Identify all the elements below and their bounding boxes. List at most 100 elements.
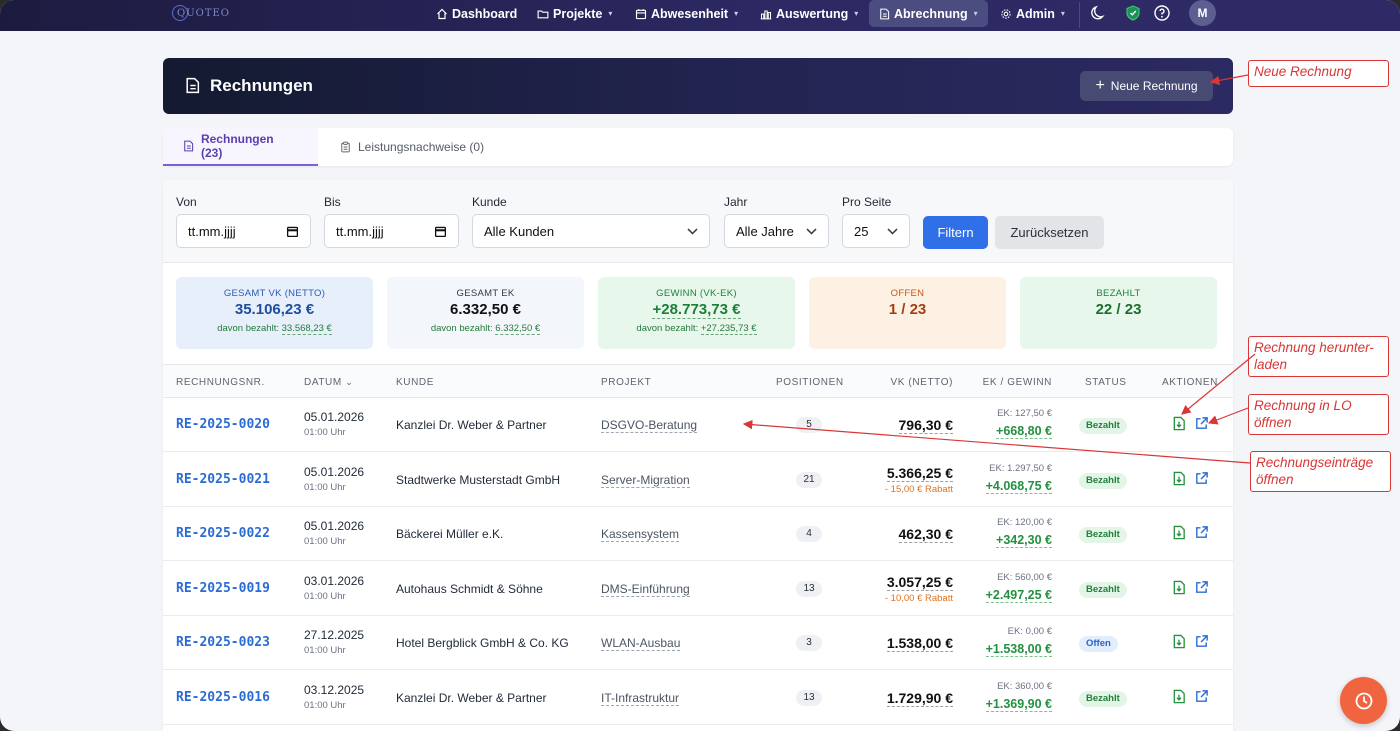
positions-badge[interactable]: 5: [796, 417, 822, 433]
open-in-lo-icon[interactable]: [1194, 689, 1209, 709]
open-in-lo-icon[interactable]: [1194, 580, 1209, 600]
invoice-date: 05.01.2026: [304, 519, 365, 533]
positions-badge[interactable]: 3: [796, 635, 822, 651]
invoice-ek: EK: 0,00 €: [1007, 626, 1052, 637]
invoice-ek: EK: 120,00 €: [997, 517, 1052, 528]
download-invoice-icon[interactable]: [1172, 689, 1186, 709]
table-row[interactable]: RE-2025-0022 05.01.2026 01:00 Uhr Bäckerei …: [163, 507, 1233, 561]
invoice-date: 27.12.2025: [304, 628, 365, 642]
tab-rechnungen[interactable]: Rechnungen (23): [163, 128, 318, 166]
new-invoice-button[interactable]: + Neue Rechnung: [1080, 71, 1213, 101]
table-row[interactable]: RE-2025-0016 03.12.2025 01:00 Uhr Kanzlei D…: [163, 671, 1233, 725]
jahr-select[interactable]: Alle Jahre: [724, 214, 829, 248]
th-projekt[interactable]: PROJEKT: [601, 377, 652, 388]
download-invoice-icon[interactable]: [1172, 471, 1186, 491]
th-ek-gewinn[interactable]: EK / GEWINN: [982, 377, 1052, 388]
invoice-card: Von tt.mm.jjjj Bis tt.mm.jjjj Kunde Alle…: [163, 180, 1233, 731]
pro-seite-select[interactable]: 25: [842, 214, 910, 248]
invoice-project-link[interactable]: WLAN-Ausbau: [601, 636, 681, 651]
th-vk[interactable]: VK (NETTO): [890, 377, 953, 388]
positions-badge[interactable]: 13: [796, 689, 822, 706]
app-logo[interactable]: QUOTEO: [172, 3, 229, 25]
stat-ek-label: GESAMT EK: [456, 288, 515, 299]
avatar[interactable]: M: [1189, 0, 1216, 26]
status-badge: Bezahlt: [1079, 581, 1127, 598]
nav-abrechnung[interactable]: Abrechnung ▾: [869, 0, 988, 27]
invoice-project-link[interactable]: Server-Migration: [601, 472, 690, 488]
invoice-vk-amount: 462,30 €: [898, 526, 953, 543]
positions-badge[interactable]: 13: [796, 580, 822, 597]
filter-button[interactable]: Filtern: [923, 216, 988, 249]
calendar-icon: [635, 8, 647, 19]
th-rechnungsnr[interactable]: RECHNUNGSNR.: [176, 377, 265, 388]
shield-icon[interactable]: [1124, 4, 1142, 22]
invoice-time: 01:00 Uhr: [304, 481, 346, 493]
help-icon[interactable]: [1153, 4, 1171, 22]
invoice-number-link[interactable]: RE-2025-0023: [176, 635, 270, 650]
th-kunde[interactable]: KUNDE: [396, 377, 435, 388]
nav-abwesenheit[interactable]: Abwesenheit ▾: [635, 0, 738, 27]
jahr-label: Jahr: [724, 195, 748, 209]
folder-icon: [537, 9, 549, 18]
download-invoice-icon[interactable]: [1172, 634, 1186, 654]
bis-date-input[interactable]: tt.mm.jjjj: [324, 214, 459, 248]
stat-vk-sub: davon bezahlt: 33.568,23 €: [217, 323, 332, 335]
invoice-vk-amount: 5.366,25 €: [886, 464, 953, 482]
open-in-lo-icon[interactable]: [1194, 416, 1209, 436]
nav-dashboard[interactable]: Dashboard: [436, 0, 517, 27]
open-in-lo-icon[interactable]: [1194, 634, 1209, 654]
download-invoice-icon[interactable]: [1172, 580, 1186, 600]
positions-badge[interactable]: 4: [796, 526, 822, 542]
stat-bezahlt-label: BEZAHLT: [1096, 288, 1141, 299]
nav-auswertung[interactable]: Auswertung ▾: [760, 0, 858, 27]
invoice-number-link[interactable]: RE-2025-0022: [176, 526, 270, 541]
invoice-project-link[interactable]: Kassensystem: [601, 527, 680, 542]
nav-projekte[interactable]: Projekte ▾: [537, 0, 612, 27]
von-date-input[interactable]: tt.mm.jjjj: [176, 214, 311, 248]
filter-bar: Von tt.mm.jjjj Bis tt.mm.jjjj Kunde Alle…: [163, 180, 1233, 263]
tab-leistungsnachweise[interactable]: Leistungsnachweise (0): [320, 128, 504, 166]
chevron-down-icon: ▾: [734, 8, 739, 18]
sort-desc-icon: ⌄: [345, 377, 354, 387]
open-in-lo-icon[interactable]: [1194, 471, 1209, 491]
tab-rechnungen-label: Rechnungen (23): [200, 132, 274, 160]
invoice-number-link[interactable]: RE-2025-0021: [176, 471, 270, 487]
page-header: Rechnungen + Neue Rechnung: [163, 58, 1233, 114]
invoice-customer: Hotel Bergblick GmbH & Co. KG: [396, 636, 569, 650]
reset-button[interactable]: Zurücksetzen: [995, 216, 1104, 249]
table-row[interactable]: RE-2025-0021 05.01.2026 01:00 Uhr Stadtwerk…: [163, 453, 1233, 507]
status-badge: Offen: [1079, 636, 1118, 652]
moon-icon[interactable]: [1090, 4, 1108, 22]
invoice-project-link[interactable]: DMS-Einführung: [601, 581, 690, 597]
nav-admin[interactable]: Admin ▾: [1000, 0, 1065, 27]
positions-badge[interactable]: 21: [796, 471, 822, 488]
stat-bezahlt: BEZAHLT 22 / 23: [1020, 277, 1217, 349]
invoice-vk-amount: 1.538,00 €: [886, 635, 953, 652]
invoice-number-link[interactable]: RE-2025-0016: [176, 689, 270, 705]
th-positionen[interactable]: POSITIONEN: [776, 377, 844, 388]
invoice-number-link[interactable]: RE-2025-0019: [176, 580, 270, 596]
th-datum[interactable]: DATUM ⌄: [304, 377, 354, 388]
invoice-project-link[interactable]: IT-Infrastruktur: [601, 690, 680, 706]
invoice-time: 01:00 Uhr: [304, 699, 346, 711]
invoice-date: 05.01.2026: [304, 464, 365, 479]
download-invoice-icon[interactable]: [1172, 416, 1186, 436]
document-icon: [880, 8, 890, 19]
chevron-down-icon: [687, 227, 698, 235]
invoice-ek: EK: 360,00 €: [997, 680, 1052, 692]
download-invoice-icon[interactable]: [1172, 525, 1186, 545]
invoice-discount: - 10,00 € Rabatt: [884, 592, 953, 604]
open-in-lo-icon[interactable]: [1194, 525, 1209, 545]
invoice-number-link[interactable]: RE-2025-0020: [176, 417, 270, 432]
timer-fab-button[interactable]: [1340, 677, 1387, 724]
stat-ek-sub: davon bezahlt: 6.332,50 €: [430, 323, 541, 335]
status-badge: Bezahlt: [1079, 418, 1127, 434]
th-status[interactable]: STATUS: [1085, 377, 1127, 388]
invoice-project-link[interactable]: DSGVO-Beratung: [601, 418, 698, 433]
table-row[interactable]: RE-2025-0019 03.01.2026 01:00 Uhr Autohaus …: [163, 562, 1233, 616]
clock-icon: [1355, 692, 1372, 709]
table-row[interactable]: RE-2025-0023 27.12.2025 01:00 Uhr Hotel Ber…: [163, 616, 1233, 670]
kunde-select[interactable]: Alle Kunden: [472, 214, 710, 248]
table-row[interactable]: RE-2025-0020 05.01.2026 01:00 Uhr Kanzlei D…: [163, 398, 1233, 452]
pro-seite-value: 25: [854, 223, 869, 239]
